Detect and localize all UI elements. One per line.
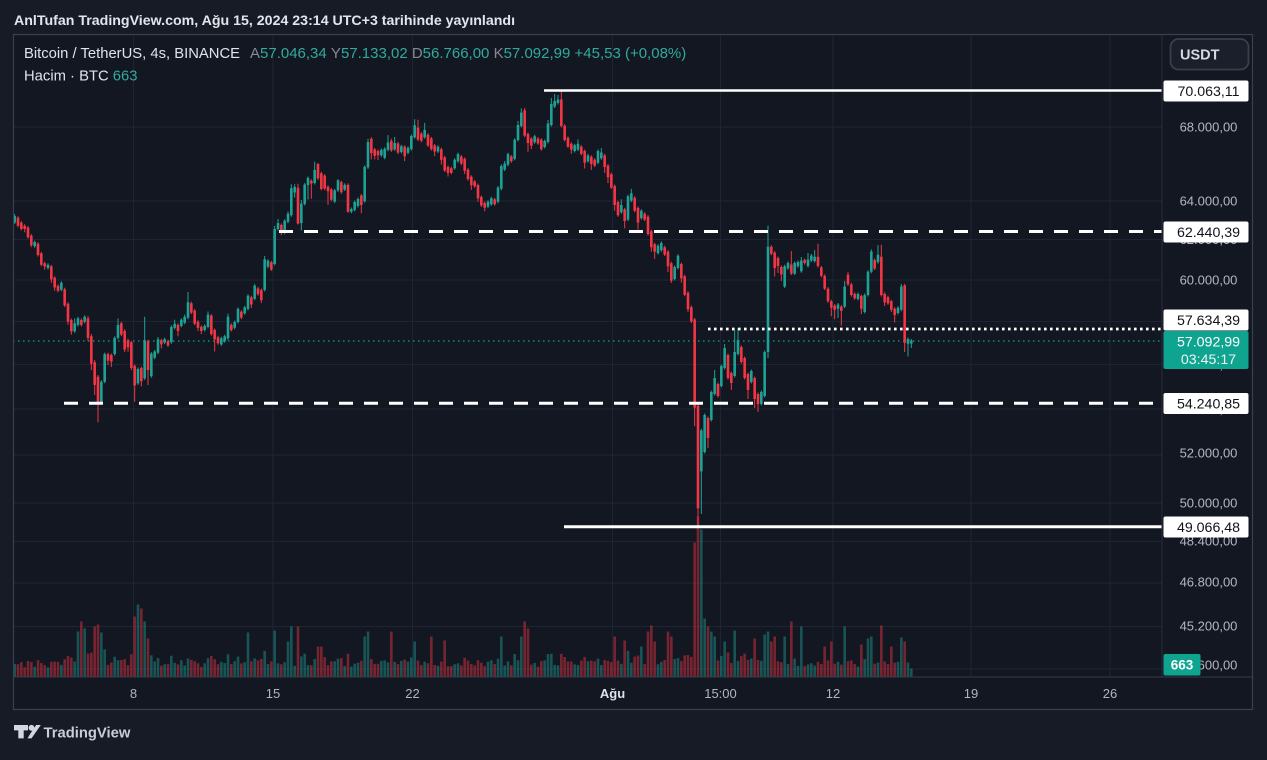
svg-text:19: 19 [964, 686, 978, 701]
svg-text:AnlTufan TradingView.com, Ağu: AnlTufan TradingView.com, Ağu 15, 2024 2… [14, 13, 515, 29]
svg-text:15: 15 [266, 686, 280, 701]
svg-text:8: 8 [130, 686, 137, 701]
svg-text:57.634,39: 57.634,39 [1177, 313, 1240, 329]
svg-text:68.000,00: 68.000,00 [1180, 120, 1238, 135]
svg-text:49.066,48: 49.066,48 [1177, 520, 1240, 536]
svg-text:64.000,00: 64.000,00 [1180, 194, 1238, 209]
svg-text:60.000,00: 60.000,00 [1180, 273, 1238, 288]
svg-text:62.440,39: 62.440,39 [1177, 225, 1240, 241]
svg-text:54.240,85: 54.240,85 [1177, 396, 1240, 412]
svg-text:A57.046,34 Y57.133,02 D56.766,: A57.046,34 Y57.133,02 D56.766,00 K57.092… [250, 45, 686, 62]
svg-text:Bitcoin / TetherUS, 4s, BINANC: Bitcoin / TetherUS, 4s, BINANCE [24, 46, 240, 62]
svg-text:45.200,00: 45.200,00 [1180, 619, 1238, 634]
svg-text:03:45:17: 03:45:17 [1181, 352, 1236, 368]
svg-text:22: 22 [405, 686, 419, 701]
svg-text:26: 26 [1103, 686, 1117, 701]
svg-text:57.092,99: 57.092,99 [1177, 334, 1240, 350]
svg-text:46.800,00: 46.800,00 [1180, 575, 1238, 590]
svg-text:USDT: USDT [1180, 48, 1220, 64]
svg-text:12: 12 [826, 686, 840, 701]
svg-text:50.000,00: 50.000,00 [1180, 496, 1238, 511]
svg-text:Hacim · BTC 663: Hacim · BTC 663 [24, 69, 138, 85]
svg-text:15:00: 15:00 [704, 686, 737, 701]
svg-text:663: 663 [1171, 658, 1194, 673]
svg-text:TradingView: TradingView [44, 726, 131, 742]
svg-text:70.063,11: 70.063,11 [1177, 84, 1239, 100]
svg-text:52.000,00: 52.000,00 [1180, 446, 1238, 461]
svg-text:Ağu: Ağu [600, 686, 625, 701]
